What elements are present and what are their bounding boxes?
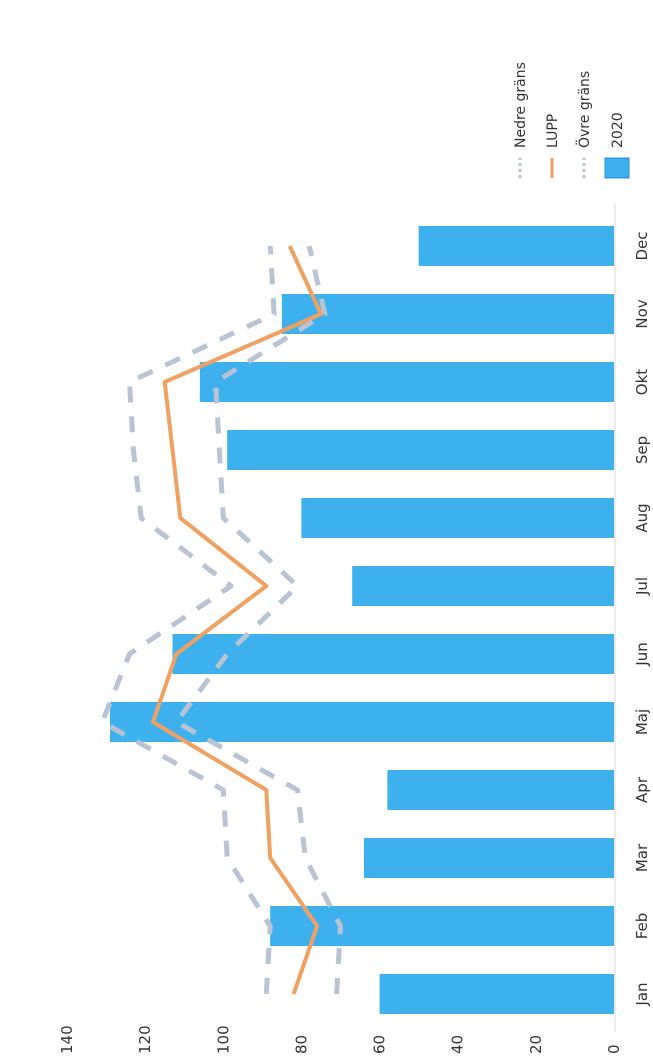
line-series: [99, 245, 343, 995]
category-label: Mar: [633, 843, 651, 872]
value-tick-label: 140: [58, 1025, 76, 1054]
bar: [109, 702, 614, 742]
category-label: Dec: [633, 231, 651, 260]
category-label: Apr: [633, 776, 651, 803]
legend: 2020 Övre gräns LUPP Nedre gräns: [513, 62, 630, 179]
lupp-line: [151, 245, 323, 995]
category-label: Jun: [633, 642, 651, 666]
bound-line: [173, 245, 343, 995]
category-label: Sep: [633, 436, 651, 464]
category-label: Okt: [633, 369, 651, 395]
value-tick-label: 100: [214, 1025, 232, 1054]
bar: [227, 430, 614, 470]
bar: [301, 498, 614, 538]
value-tick-label: 0: [605, 1044, 623, 1054]
bound-line: [99, 245, 277, 995]
legend-label: LUPP: [545, 114, 561, 148]
legend-swatch: [604, 157, 630, 179]
bar: [352, 566, 614, 606]
category-label: Jan: [633, 982, 651, 1006]
category-label: Aug: [633, 503, 651, 532]
bar: [281, 294, 614, 334]
category-label: Jul: [633, 577, 651, 596]
category-label: Feb: [633, 913, 651, 940]
bar: [418, 226, 614, 266]
legend-label: 2020: [610, 112, 626, 148]
value-tick-label: 40: [449, 1035, 467, 1054]
value-tick-label: 60: [371, 1035, 389, 1054]
bar-series: [109, 226, 615, 1014]
value-tick-label: 20: [527, 1035, 545, 1054]
bar: [199, 362, 615, 402]
bar: [270, 906, 614, 946]
category-axis: Jan Feb Mar Apr Maj Jun Jul Aug Sep Okt Nov Dec: [614, 204, 651, 1032]
value-axis: 0 20 40 60 80 100 120 140: [58, 1025, 623, 1054]
bar: [379, 974, 614, 1014]
bar: [363, 838, 614, 878]
category-label: Maj: [633, 709, 651, 735]
bar: [172, 634, 614, 674]
value-tick-label: 120: [136, 1025, 154, 1054]
value-tick-label: 80: [292, 1035, 310, 1054]
legend-label: Nedre gräns: [513, 62, 529, 148]
bar: [387, 770, 614, 810]
legend-label: Övre gräns: [575, 71, 593, 148]
category-label: Nov: [633, 299, 651, 328]
